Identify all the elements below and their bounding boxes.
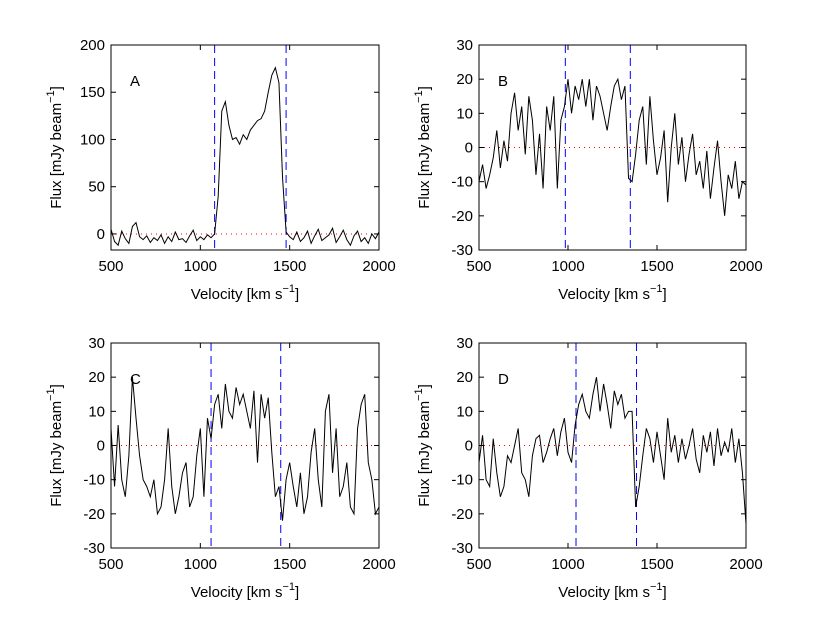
x-tick-label: 1000 (184, 258, 217, 275)
x-axis-label-text: Velocity [km s (558, 584, 650, 601)
x-axis-label: Velocity [km s−1] (191, 283, 299, 303)
y-axis-label-suffix: ] (416, 384, 433, 388)
x-axis-label-superscript: −1 (282, 581, 295, 593)
x-tick-label: 2000 (729, 556, 762, 573)
y-tick-label: -30 (451, 242, 473, 259)
y-tick-label: 100 (80, 131, 105, 148)
y-tick-label: 20 (456, 369, 473, 386)
y-tick-label: -20 (451, 506, 473, 523)
y-tick-label: 10 (456, 403, 473, 420)
y-tick-label: -30 (451, 540, 473, 557)
x-axis-label: Velocity [km s−1] (191, 581, 299, 601)
y-tick-label: -30 (83, 540, 105, 557)
y-tick-label: 0 (97, 226, 105, 243)
y-axis-label-superscript: −1 (413, 388, 425, 401)
x-tick-label: 2000 (362, 258, 395, 275)
y-axis-label: Flux [mJy beam−1] (45, 86, 65, 209)
y-tick-label: 30 (88, 335, 105, 352)
x-axis-label-text: Velocity [km s (191, 286, 283, 303)
x-axis-label: Velocity [km s−1] (558, 581, 666, 601)
x-axis-label-superscript: −1 (650, 581, 663, 593)
plot-frame (110, 44, 380, 251)
y-tick-label: -10 (451, 472, 473, 489)
y-tick-label: 10 (88, 403, 105, 420)
x-tick-label: 500 (98, 556, 123, 573)
y-tick-label: 0 (97, 438, 105, 455)
spectrum-line (479, 77, 746, 216)
x-tick-label: 500 (466, 556, 491, 573)
y-axis-label-text: Flux [mJy beam (416, 401, 433, 507)
y-axis-label: Flux [mJy beam−1] (413, 384, 433, 507)
x-tick-label: 1000 (551, 556, 584, 573)
x-axis-label-suffix: ] (663, 286, 667, 303)
panel-label: C (130, 371, 141, 388)
x-tick-label: 1500 (273, 258, 306, 275)
x-tick-label: 1500 (640, 258, 673, 275)
spectrum-line (111, 66, 379, 247)
y-tick-label: -10 (83, 472, 105, 489)
y-axis-label-text: Flux [mJy beam (416, 103, 433, 209)
x-tick-label: 500 (98, 258, 123, 275)
y-tick-label: 50 (88, 179, 105, 196)
y-tick-label: -20 (451, 208, 473, 225)
y-axis-label-text: Flux [mJy beam (48, 401, 65, 507)
x-tick-label: 2000 (729, 258, 762, 275)
x-axis-label-suffix: ] (295, 584, 299, 601)
x-tick-label: 1000 (184, 556, 217, 573)
y-axis-label-superscript: −1 (45, 90, 57, 103)
panel-label: D (498, 371, 509, 388)
y-tick-label: 0 (465, 140, 473, 157)
plot-area (479, 45, 746, 250)
plot-area (479, 343, 746, 548)
y-tick-label: 30 (456, 335, 473, 352)
plot-area (111, 45, 379, 250)
x-axis-label-text: Velocity [km s (558, 286, 650, 303)
panel-label: B (498, 73, 508, 90)
y-axis-label: Flux [mJy beam−1] (45, 384, 65, 507)
x-axis-label-suffix: ] (295, 286, 299, 303)
x-tick-label: 1500 (273, 556, 306, 573)
y-tick-label: 30 (456, 37, 473, 54)
y-tick-label: -10 (451, 174, 473, 191)
y-axis-label-text: Flux [mJy beam (48, 103, 65, 209)
y-axis-label: Flux [mJy beam−1] (413, 86, 433, 209)
x-tick-label: 1500 (640, 556, 673, 573)
spectrum-line (111, 377, 379, 521)
y-tick-label: -20 (83, 506, 105, 523)
y-tick-label: 20 (456, 71, 473, 88)
y-tick-label: 150 (80, 84, 105, 101)
y-tick-label: 10 (456, 105, 473, 122)
panel-label: A (130, 73, 140, 90)
y-axis-label-superscript: −1 (45, 388, 57, 401)
spectrum-line (479, 377, 746, 525)
y-axis-label-suffix: ] (416, 86, 433, 90)
x-axis-label-suffix: ] (663, 584, 667, 601)
x-axis-label-text: Velocity [km s (191, 584, 283, 601)
y-tick-label: 20 (88, 369, 105, 386)
y-tick-label: 0 (465, 438, 473, 455)
y-axis-label-superscript: −1 (413, 90, 425, 103)
x-tick-label: 1000 (551, 258, 584, 275)
x-axis-label-superscript: −1 (282, 283, 295, 295)
y-axis-label-suffix: ] (48, 384, 65, 388)
y-tick-label: 200 (80, 37, 105, 54)
x-tick-label: 500 (466, 258, 491, 275)
y-axis-label-suffix: ] (48, 86, 65, 90)
x-tick-label: 2000 (362, 556, 395, 573)
x-axis-label-superscript: −1 (650, 283, 663, 295)
x-axis-label: Velocity [km s−1] (558, 283, 666, 303)
